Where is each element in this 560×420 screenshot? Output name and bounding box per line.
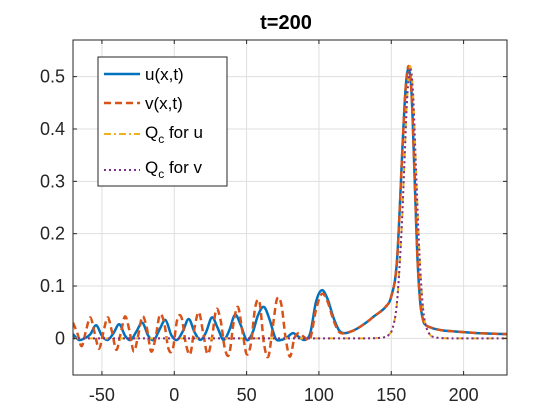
series-line-4 — [73, 67, 507, 340]
legend-box — [97, 56, 228, 187]
tick-marks — [73, 40, 507, 375]
x-tick-label: -50 — [89, 385, 115, 405]
legend-label-qc-u-sub: c — [158, 132, 164, 146]
legend-label-u: u(x,t) — [145, 65, 184, 84]
legend-label-qc-u-tail: for u — [164, 123, 203, 142]
y-tick-label: 0.5 — [40, 67, 65, 87]
y-tick-label: 0.3 — [40, 171, 65, 191]
x-tick-label: 150 — [376, 385, 406, 405]
y-tick-label: 0 — [55, 328, 65, 348]
series-layer — [73, 64, 507, 359]
tick-labels: -50 0 50 100 150 200 0 0.1 0.2 0.3 0.4 0.5 — [40, 67, 479, 405]
y-tick-label: 0.4 — [40, 119, 65, 139]
legend-label-qc-v: Qc for v — [145, 158, 203, 181]
series-line-2 — [73, 64, 507, 359]
legend: u(x,t) v(x,t) Qc for u Qc for v — [97, 56, 228, 187]
legend-label-qc-u-base: Q — [145, 123, 158, 142]
legend-label-v: v(x,t) — [145, 94, 183, 113]
axes-box — [72, 39, 508, 376]
x-tick-label: 200 — [449, 385, 479, 405]
x-tick-label: 100 — [304, 385, 334, 405]
x-tick-label: 50 — [237, 385, 257, 405]
chart-title: t=200 — [260, 12, 312, 34]
legend-label-qc-u: Qc for u — [145, 123, 203, 146]
legend-label-qc-v-base: Q — [145, 158, 158, 177]
y-tick-label: 0.2 — [40, 224, 65, 244]
legend-label-qc-v-tail: for v — [164, 158, 202, 177]
x-tick-label: 0 — [169, 385, 179, 405]
legend-label-qc-v-sub: c — [158, 167, 164, 181]
y-tick-label: 0.1 — [40, 276, 65, 296]
